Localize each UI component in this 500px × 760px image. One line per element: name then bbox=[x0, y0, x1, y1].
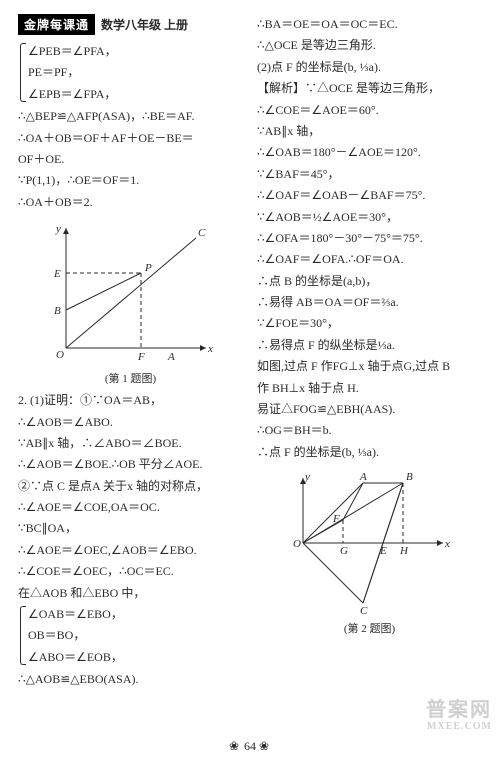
svg-text:E: E bbox=[379, 545, 387, 557]
svg-text:O: O bbox=[293, 538, 301, 550]
math-line: ②∵点 C 是点A 关于x 轴的对称点， bbox=[18, 476, 243, 496]
math-line: 作 BH⊥x 轴于点 H. bbox=[257, 378, 482, 398]
math-line: ∴∠OAF＝∠OFA.∴OF＝OA. bbox=[257, 249, 482, 269]
math-line: 【解析】∵△OCE 是等边三角形， bbox=[257, 78, 482, 98]
math-line: ∠OAB＝∠EBO， bbox=[28, 604, 243, 624]
math-line: OF＋OE. bbox=[18, 149, 243, 169]
math-line: ∴OA＋OB＝2. bbox=[18, 192, 243, 212]
brace-block-2: ∠OAB＝∠EBO， OB＝BO， ∠ABO＝∠EOB， bbox=[18, 604, 243, 667]
svg-text:B: B bbox=[406, 471, 413, 483]
svg-text:B: B bbox=[54, 305, 61, 317]
header-title: 数学八年级 上册 bbox=[101, 16, 188, 33]
brace-block-1: ∠PEB＝∠PFA， PE＝PF， ∠EPB＝∠FPA， bbox=[18, 41, 243, 104]
math-line: ∠ABO＝∠EOB， bbox=[28, 647, 243, 667]
math-line: ∴△AOB≌△EBO(ASA). bbox=[18, 669, 243, 689]
svg-text:F: F bbox=[137, 351, 145, 363]
svg-text:G: G bbox=[340, 545, 348, 557]
math-line: ∠PEB＝∠PFA， bbox=[28, 41, 243, 61]
svg-text:H: H bbox=[399, 545, 409, 557]
math-line: ∴∠AOB＝∠ABO. bbox=[18, 412, 243, 432]
math-line: ∴OA＋OB＝OF＋AF＋OE－BE＝ bbox=[18, 128, 243, 148]
math-line: ∴∠OAF＝∠OAB－∠BAF＝75°. bbox=[257, 185, 482, 205]
watermark: 普案网 MXEE.COM bbox=[426, 699, 492, 732]
svg-text:C: C bbox=[198, 227, 206, 239]
math-line: ∴OG＝BH＝b. bbox=[257, 420, 482, 440]
page-number-value: 64 bbox=[244, 739, 256, 753]
math-line: ∵∠BAF＝45°， bbox=[257, 164, 482, 184]
svg-text:A: A bbox=[359, 471, 367, 483]
math-line: ∴∠AOE＝∠OEC,∠AOB＝∠EBO. bbox=[18, 540, 243, 560]
svg-text:x: x bbox=[444, 538, 450, 550]
math-line: ∴BA＝OE＝OA＝OC＝EC. bbox=[257, 14, 482, 34]
math-line: ∴∠OAB＝180°－∠AOE＝120°. bbox=[257, 142, 482, 162]
math-line: 如图,过点 F 作FG⊥x 轴于点G,过点 B bbox=[257, 356, 482, 376]
math-line: PE＝PF， bbox=[28, 62, 243, 82]
figure-1: Ox y E B P F A C bbox=[46, 218, 216, 368]
left-column: 金牌每课通 数学八年级 上册 ∠PEB＝∠PFA， PE＝PF， ∠EPB＝∠F… bbox=[18, 14, 243, 691]
math-line: ∠EPB＝∠FPA， bbox=[28, 84, 243, 104]
watermark-subtext: MXEE.COM bbox=[426, 721, 492, 732]
math-line: ∴∠AOB＝∠BOE.∴OB 平分∠AOE. bbox=[18, 454, 243, 474]
math-line: ∴△OCE 是等边三角形. bbox=[257, 35, 482, 55]
page-header: 金牌每课通 数学八年级 上册 bbox=[18, 14, 243, 35]
math-line: ∴△BEP≌△AFP(ASA)，∴BE＝AF. bbox=[18, 106, 243, 126]
math-line: ∵AB∥x 轴，∴∠ABO＝∠BOE. bbox=[18, 433, 243, 453]
math-line: ∴∠COE＝∠AOE＝60°. bbox=[257, 100, 482, 120]
svg-text:P: P bbox=[144, 262, 152, 274]
svg-text:O: O bbox=[56, 349, 64, 361]
math-line: ∵BC∥OA， bbox=[18, 518, 243, 538]
svg-text:F: F bbox=[332, 513, 340, 525]
math-line: ∵∠FOE＝30°， bbox=[257, 313, 482, 333]
math-line: 2. (1)证明：①∵OA＝AB， bbox=[18, 390, 243, 410]
figure-1-caption: (第 1 题图) bbox=[18, 370, 243, 386]
svg-text:A: A bbox=[167, 351, 175, 363]
math-line: ∴易得 AB＝OA＝OF＝⅔a. bbox=[257, 292, 482, 312]
svg-text:C: C bbox=[360, 605, 368, 617]
math-line: OB＝BO， bbox=[28, 625, 243, 645]
page: 金牌每课通 数学八年级 上册 ∠PEB＝∠PFA， PE＝PF， ∠EPB＝∠F… bbox=[0, 0, 500, 701]
math-line: ∴点 F 的坐标是(b, ⅓a). bbox=[257, 442, 482, 462]
math-line: ∴易得点 F 的纵坐标是⅓a. bbox=[257, 335, 482, 355]
math-line: (2)点 F 的坐标是(b, ⅓a). bbox=[257, 57, 482, 77]
math-line: ∵AB∥x 轴， bbox=[257, 121, 482, 141]
math-line: ∴∠COE＝∠OEC，∴OC＝EC. bbox=[18, 561, 243, 581]
math-line: ∵P(1,1)，∴OE＝OF＝1. bbox=[18, 170, 243, 190]
math-line: ∴∠OFA＝180°－30°－75°＝75°. bbox=[257, 228, 482, 248]
svg-text:E: E bbox=[53, 268, 61, 280]
svg-text:y: y bbox=[55, 223, 61, 235]
svg-text:y: y bbox=[304, 471, 310, 483]
ornament-icon: ❀ bbox=[259, 739, 271, 753]
ornament-icon: ❀ bbox=[229, 739, 241, 753]
math-line: ∴∠AOE＝∠COE,OA＝OC. bbox=[18, 497, 243, 517]
header-badge: 金牌每课通 bbox=[18, 14, 95, 35]
watermark-text: 普案网 bbox=[426, 699, 492, 721]
page-number: ❀ 64 ❀ bbox=[0, 739, 500, 754]
figure-2-caption: (第 2 题图) bbox=[257, 620, 482, 636]
math-line: ∴点 B 的坐标是(a,b)， bbox=[257, 271, 482, 291]
right-column: ∴BA＝OE＝OA＝OC＝EC. ∴△OCE 是等边三角形. (2)点 F 的坐… bbox=[257, 14, 482, 691]
math-line: 在△AOB 和△EBO 中， bbox=[18, 583, 243, 603]
figure-2: Ox y A B F G EH C bbox=[285, 468, 455, 618]
math-line: ∵∠AOB＝½∠AOE＝30°， bbox=[257, 207, 482, 227]
math-line: 易证△FOG≌△EBH(AAS). bbox=[257, 399, 482, 419]
svg-text:x: x bbox=[207, 343, 213, 355]
